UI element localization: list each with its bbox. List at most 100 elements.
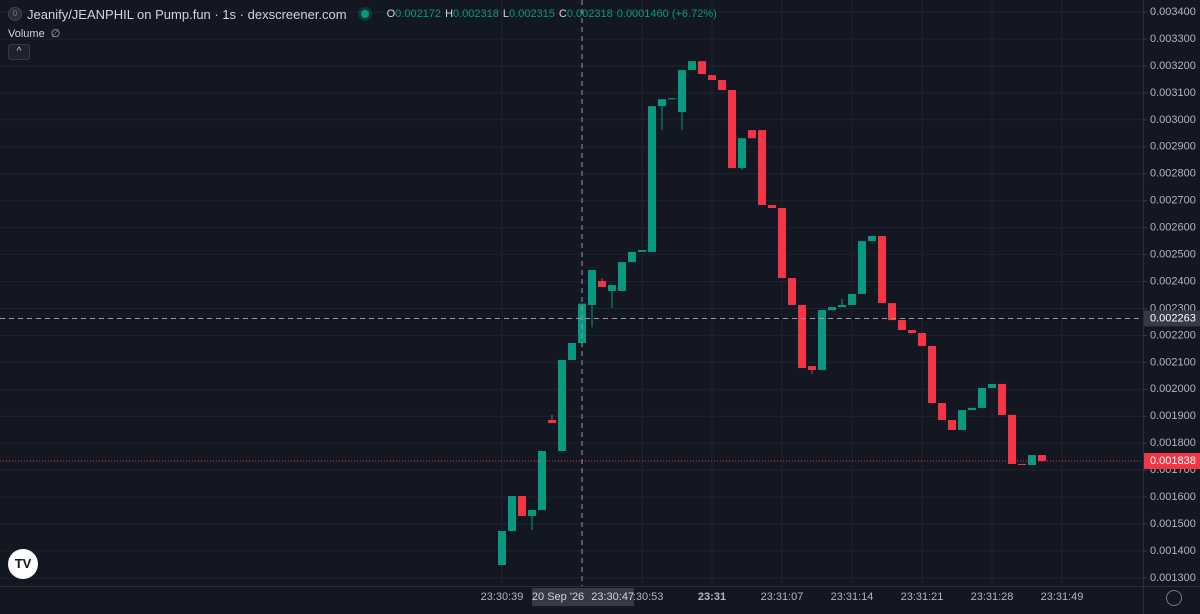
candle-body xyxy=(788,278,796,305)
y-tick-label: 0.002000 xyxy=(1150,383,1196,395)
candle-body xyxy=(508,496,516,532)
candle-body xyxy=(1028,455,1036,466)
y-tick-label: 0.003400 xyxy=(1150,6,1196,18)
y-tick-label: 0.002500 xyxy=(1150,249,1196,261)
y-tick-label: 0.003200 xyxy=(1150,60,1196,72)
x-tick-label: 23:31 xyxy=(698,591,726,603)
candle-body xyxy=(548,420,556,423)
y-tick-label: 0.002100 xyxy=(1150,356,1196,368)
y-tick-label: 0.002200 xyxy=(1150,329,1196,341)
live-dot xyxy=(360,10,369,18)
candle-body xyxy=(928,345,936,404)
candle-body xyxy=(668,98,676,100)
y-tick-label: 0.003100 xyxy=(1150,87,1196,99)
volume-indicator[interactable]: Volume ∅ xyxy=(8,27,61,41)
crosshair-time-box xyxy=(532,588,634,606)
candle-body xyxy=(808,366,816,370)
crosshair-price-label: 0.002263 xyxy=(1150,312,1196,324)
header: 0 Jeanify/JEANPHIL on Pump.fun · 1s · de… xyxy=(8,5,717,23)
candle-body xyxy=(518,496,526,516)
candle-body xyxy=(888,303,896,321)
candle-body xyxy=(938,403,946,421)
candle-body xyxy=(778,207,786,279)
y-tick-label: 0.002700 xyxy=(1150,195,1196,207)
candle-body xyxy=(588,269,596,305)
candle-body xyxy=(638,250,646,252)
y-tick-label: 0.001900 xyxy=(1150,410,1196,422)
y-tick-label: 0.002400 xyxy=(1150,275,1196,287)
candle-body xyxy=(898,320,906,331)
y-tick-label: 0.003300 xyxy=(1150,33,1196,45)
candle-body xyxy=(978,387,986,408)
candle-body xyxy=(598,281,606,287)
collapse-button[interactable]: ^ xyxy=(8,44,30,60)
ohlc-legend: O 0.002172 H 0.002318 L 0.002315 C 0.002318 xyxy=(383,8,613,20)
candle-body xyxy=(658,99,666,107)
settings-button[interactable] xyxy=(1166,590,1182,606)
legend-value: 0.002318 xyxy=(566,8,613,20)
candle-body xyxy=(878,236,886,304)
crosshair-price-box xyxy=(1144,310,1200,327)
candle-body xyxy=(758,130,766,206)
candle-body xyxy=(528,510,536,516)
crosshair-time: 23:30:47 xyxy=(591,591,634,603)
y-tick-label: 0.001600 xyxy=(1150,491,1196,503)
x-tick-label: 23:31:14 xyxy=(831,591,874,603)
x-tick-label: 23:31:49 xyxy=(1041,591,1084,603)
candle-body xyxy=(678,70,686,113)
crosshair-date: 20 Sep '26 xyxy=(532,591,584,603)
x-tick-label: 23:30:39 xyxy=(481,591,524,603)
candle-body xyxy=(738,138,746,169)
last-price-box xyxy=(1144,452,1200,469)
y-tick-label: 0.001500 xyxy=(1150,518,1196,530)
candle-body xyxy=(498,531,506,565)
candle-body xyxy=(698,61,706,75)
candle-body xyxy=(918,333,926,346)
logo[interactable]: TV xyxy=(8,549,38,579)
y-tick-label: 0.001800 xyxy=(1150,437,1196,449)
legend-key: C xyxy=(558,8,567,20)
title: Jeanify/JEANPHIL on Pump.fun · 1s · dexs… xyxy=(27,6,347,22)
candle-body xyxy=(1038,455,1046,461)
candle-body xyxy=(1018,463,1026,466)
candle-body xyxy=(718,80,726,90)
legend-value: 0.002172 xyxy=(395,8,442,20)
y-tick-label: 0.002600 xyxy=(1150,222,1196,234)
hide-icon[interactable]: ∅ xyxy=(50,28,61,40)
grid: 0.0013000.0014000.0015000.0016000.001700… xyxy=(0,0,1196,603)
candle-body xyxy=(708,75,716,81)
candle-body xyxy=(608,285,616,291)
candle-body xyxy=(798,304,806,369)
candle-body xyxy=(538,451,546,511)
candle-body xyxy=(948,420,956,431)
candle-body xyxy=(848,293,856,305)
candle-body xyxy=(628,251,636,263)
candle-body xyxy=(568,342,576,360)
candle-body xyxy=(618,262,626,291)
x-tick-label: 23:31:07 xyxy=(761,591,804,603)
legend-value: 0.002315 xyxy=(509,8,555,20)
candle-body xyxy=(958,410,966,431)
y-tick-label: 0.002900 xyxy=(1150,141,1196,153)
candle-body xyxy=(1008,414,1016,464)
candle-body xyxy=(748,130,756,139)
candles xyxy=(498,61,1046,565)
legend-key: L xyxy=(502,8,510,20)
token-icon: 0 xyxy=(8,7,22,21)
y-tick-label: 0.003000 xyxy=(1150,114,1196,126)
last-price-label: 0.001838 xyxy=(1150,455,1196,467)
candle-body xyxy=(838,304,846,308)
x-tick-label: 23:31:28 xyxy=(971,591,1014,603)
y-tick-label: 0.001300 xyxy=(1150,572,1196,584)
candle-body xyxy=(908,330,916,334)
y-tick-label: 0.002800 xyxy=(1150,168,1196,180)
candle-body xyxy=(868,236,876,242)
legend-value: 0.002318 xyxy=(453,8,499,20)
candle-body xyxy=(858,241,866,294)
crosshair-time-label: 20 Sep '26 23:30:47 xyxy=(532,591,634,603)
change: 0.0001460 (+6.72%) xyxy=(616,8,717,20)
candle-body xyxy=(828,307,836,311)
